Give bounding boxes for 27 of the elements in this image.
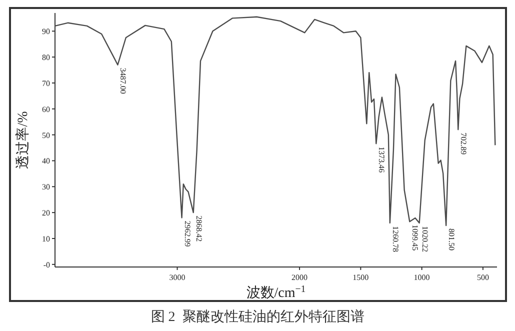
y-tick-label: 80 bbox=[42, 53, 50, 62]
y-tick-label: 70 bbox=[42, 78, 50, 88]
annotation: 801.50 bbox=[447, 228, 456, 251]
text: 图 2 聚醚改性硅油的红外特征图谱 bbox=[150, 309, 364, 325]
annotation: 1020.22 bbox=[420, 226, 430, 252]
x-axis-title: 波数/cm$^{−1}$ bbox=[246, 284, 306, 301]
x-tick-label: 3000 bbox=[169, 273, 186, 282]
y-axis-title: 透过率/% bbox=[15, 110, 31, 169]
y-tick-label: -0 bbox=[43, 260, 50, 270]
x-tick-label: 500 bbox=[476, 273, 489, 282]
y-tick-label: 10 bbox=[42, 234, 50, 244]
annotation: 1099.45 bbox=[410, 224, 420, 251]
y-tick-label: 30 bbox=[42, 182, 50, 192]
y-tick-label: 40 bbox=[42, 156, 50, 166]
annotation: 3487.00 bbox=[118, 68, 128, 94]
x-tick-label: 2000 bbox=[292, 273, 308, 282]
y-tick-label: 50 bbox=[42, 130, 50, 140]
annotation: 2868.42 bbox=[194, 216, 204, 242]
annotation: 2962.99 bbox=[182, 220, 192, 247]
y-tick-label: 60 bbox=[42, 104, 50, 114]
x-tick-label: 1500 bbox=[352, 273, 369, 282]
annotation: 702.89 bbox=[459, 132, 468, 155]
y-tick-label: 90 bbox=[42, 27, 50, 36]
y-tick-label: 20 bbox=[42, 208, 50, 218]
annotation: 1373.46 bbox=[377, 146, 386, 173]
annotation: 1260.78 bbox=[390, 226, 400, 252]
x-tick-label: 1000 bbox=[414, 273, 430, 282]
